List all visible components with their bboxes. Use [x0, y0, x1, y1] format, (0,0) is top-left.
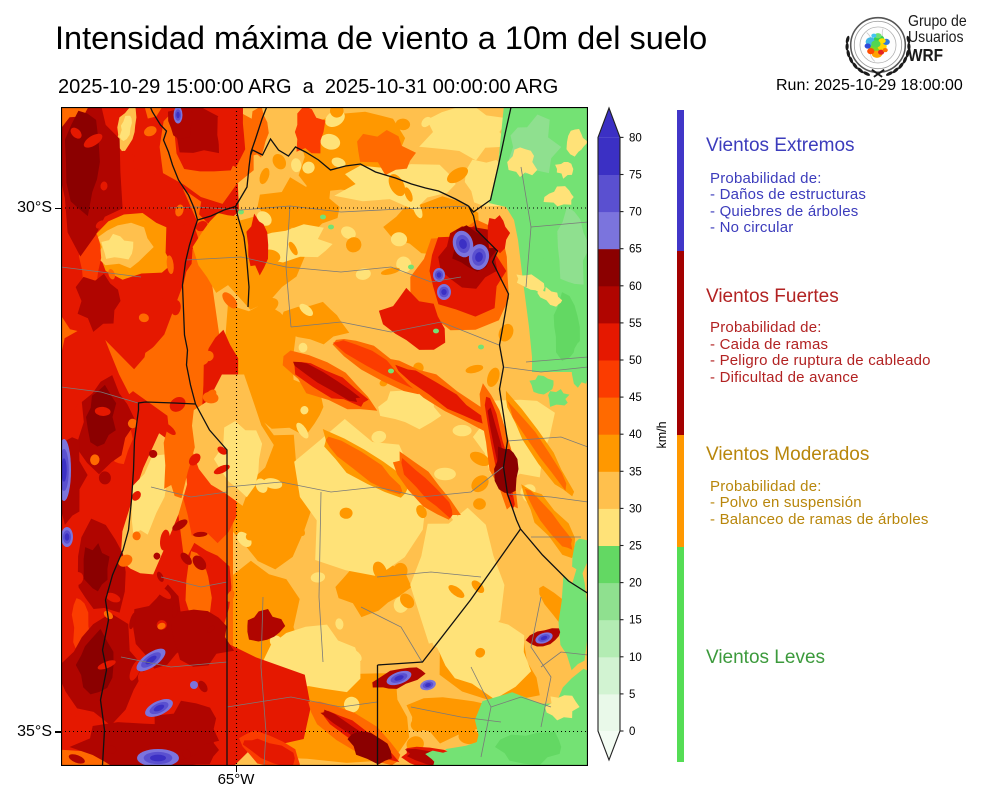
svg-text:30: 30: [629, 503, 642, 515]
svg-text:15: 15: [629, 615, 642, 627]
svg-text:35: 35: [629, 466, 642, 478]
svg-text:80: 80: [629, 132, 642, 144]
svg-text:10: 10: [629, 652, 642, 664]
svg-text:50: 50: [629, 355, 642, 367]
svg-text:70: 70: [629, 207, 642, 219]
svg-text:25: 25: [629, 541, 642, 553]
svg-text:5: 5: [629, 689, 635, 701]
svg-text:75: 75: [629, 170, 642, 182]
svg-text:55: 55: [629, 318, 642, 330]
svg-text:45: 45: [629, 392, 642, 404]
svg-text:60: 60: [629, 281, 642, 293]
svg-text:65: 65: [629, 244, 642, 256]
svg-text:40: 40: [629, 429, 642, 441]
svg-text:0: 0: [629, 726, 635, 738]
svg-text:20: 20: [629, 578, 642, 590]
